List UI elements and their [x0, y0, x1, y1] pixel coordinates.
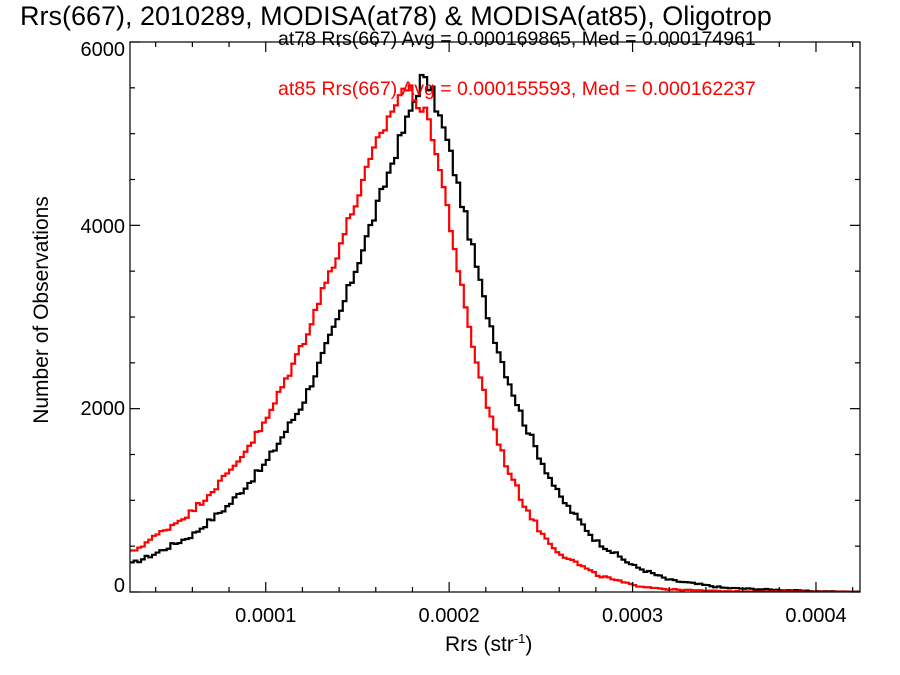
x-tick-label: 0.0004 [785, 605, 846, 627]
series-layer [130, 73, 860, 592]
plot-frame [129, 41, 861, 593]
series-at78-line [130, 73, 860, 592]
chart-title: Rrs(667), 2010289, MODISA(at78) & MODISA… [20, 1, 772, 31]
y-tick-label: 6000 [81, 39, 126, 61]
ticks-layer: 0.0001 0.0002 0.0003 0.0004 0 2000 4000 6000 [81, 39, 860, 627]
y-axis-label: Number of Observations [30, 196, 53, 424]
x-tick-label: 0.0003 [602, 605, 663, 627]
y-tick-label: 0 [114, 575, 125, 597]
y-tick-label: 2000 [81, 398, 126, 420]
x-axis-label: Rrs (str-1) [445, 631, 532, 656]
x-tick-label: 0.0001 [235, 605, 296, 627]
x-tick-label: 0.0002 [419, 605, 480, 627]
series-at85-line [130, 84, 860, 592]
series-stats-at85: at85 Rrs(667) Avg = 0.000155593, Med = 0… [278, 78, 756, 100]
y-tick-label: 4000 [81, 216, 126, 238]
series-stats-at78: at78 Rrs(667) Avg = 0.000169865, Med = 0… [278, 28, 756, 50]
